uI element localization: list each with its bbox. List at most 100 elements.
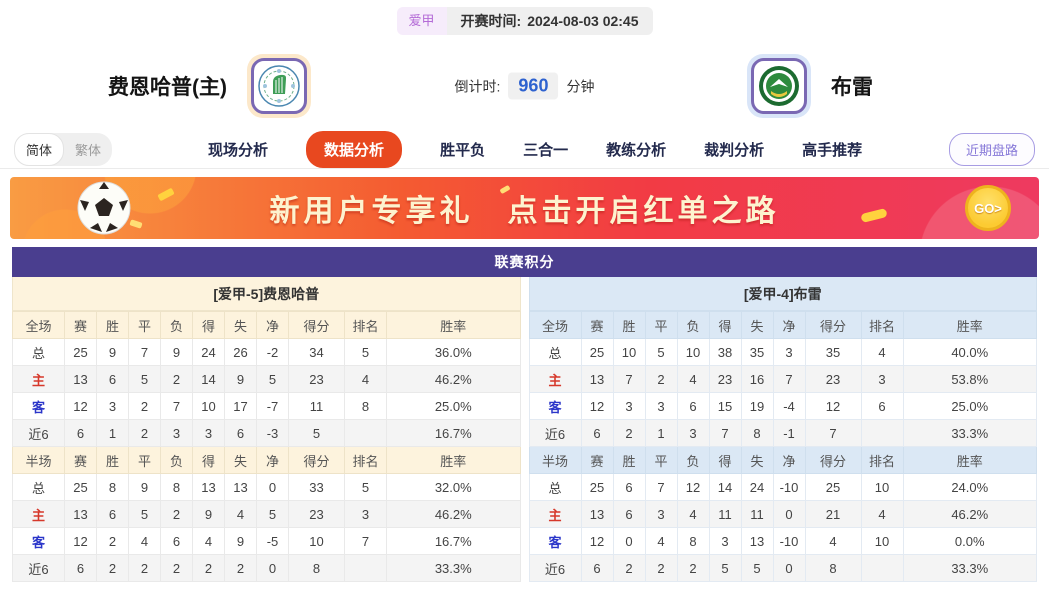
stat-cell: 5 <box>256 365 289 393</box>
row-label: 近6 <box>12 554 65 582</box>
stat-cell: 21 <box>804 500 862 528</box>
stat-cell: 0 <box>772 554 806 582</box>
stat-cell: 4 <box>860 338 904 366</box>
stat-cell: 32.0% <box>386 473 521 501</box>
stats-row: 主 13 6 5 2 14 9 5 23 4 46.2% <box>12 365 521 393</box>
stat-cell: 0 <box>612 527 646 555</box>
stat-cell: 4 <box>644 527 678 555</box>
stat-cell: 13 <box>64 365 97 393</box>
stat-cell: 7 <box>612 365 646 393</box>
column-header-row: 半场赛胜平负得失净得分 排名 胜率 <box>528 446 1037 474</box>
stat-cell: 19 <box>740 392 774 420</box>
stat-cell: 40.0% <box>902 338 1037 366</box>
stat-cell: 4 <box>676 500 710 528</box>
go-button[interactable]: GO> <box>965 185 1011 231</box>
stat-cell: 33.3% <box>386 554 521 582</box>
recent-odds-button[interactable]: 近期盘路 <box>948 132 1035 166</box>
stat-cell: -1 <box>772 419 806 447</box>
stat-cell: 3 <box>96 392 129 420</box>
column-header: 胜率 <box>902 311 1037 339</box>
column-header: 得 <box>192 311 225 339</box>
column-header: 净 <box>772 446 806 474</box>
stat-cell: 5 <box>128 365 161 393</box>
tab-2[interactable]: 胜平负 <box>440 141 486 159</box>
stats-row: 近6 6 1 2 3 3 6 -3 5 16.7% <box>12 419 521 447</box>
stats-row: 近6 6 2 1 3 7 8 -1 7 33.3% <box>528 419 1037 447</box>
column-header: 胜率 <box>386 446 521 474</box>
stat-cell: 33.3% <box>902 554 1037 582</box>
column-header: 胜率 <box>902 446 1037 474</box>
stat-cell: 5 <box>128 500 161 528</box>
tab-3[interactable]: 三合一 <box>523 141 569 159</box>
stat-cell: 16 <box>740 365 774 393</box>
stats-row: 客 12 2 4 6 4 9 -5 10 7 16.7% <box>12 527 521 555</box>
column-header: 胜 <box>96 446 129 474</box>
tab-5[interactable]: 裁判分析 <box>704 141 765 159</box>
stat-cell: 3 <box>160 419 193 447</box>
stats-row: 客 12 3 2 7 10 17 -7 11 8 25.0% <box>12 392 521 420</box>
home-stats-table: 全场赛胜平负得失净得分 排名 胜率总 25 9 7 9 24 26 -2 34 5 36.0% 主 13 6 5… <box>12 311 521 582</box>
column-header: 失 <box>224 311 257 339</box>
tab-1[interactable]: 数据分析 <box>306 130 403 168</box>
stat-cell: 12 <box>676 473 710 501</box>
stat-cell: 6 <box>160 527 193 555</box>
stat-cell: 11 <box>740 500 774 528</box>
table-title: 联赛积分 <box>12 247 1037 277</box>
stat-cell: 23 <box>708 365 742 393</box>
column-header: 净 <box>772 311 806 339</box>
tab-4[interactable]: 教练分析 <box>606 141 667 159</box>
stat-cell: 25 <box>580 338 614 366</box>
lang-simplified[interactable]: 简体 <box>14 132 65 166</box>
stat-cell: 8 <box>344 392 387 420</box>
stat-cell: 9 <box>96 338 129 366</box>
stat-cell: 2 <box>96 527 129 555</box>
column-header: 失 <box>740 446 774 474</box>
stat-cell: 2 <box>644 554 678 582</box>
row-label: 近6 <box>12 419 65 447</box>
column-header: 全场 <box>528 311 582 339</box>
countdown-unit: 分钟 <box>566 78 595 94</box>
stat-cell: 53.8% <box>902 365 1037 393</box>
stat-cell: 0 <box>256 554 289 582</box>
column-header: 失 <box>224 446 257 474</box>
column-header-row: 半场赛胜平负得失净得分 排名 胜率 <box>12 446 521 474</box>
stat-cell: 10 <box>192 392 225 420</box>
stat-cell: 6 <box>96 365 129 393</box>
stat-cell: 8 <box>288 554 345 582</box>
stat-cell: 6 <box>580 419 614 447</box>
stat-cell: -4 <box>772 392 806 420</box>
stat-cell: 4 <box>860 500 904 528</box>
stat-cell: 3 <box>612 392 646 420</box>
nav-bar: 简体 繁体 现场分析 数据分析 胜平负 三合一 教练分析 裁判分析 高手推荐 近期盘路 <box>0 130 1049 169</box>
countdown: 倒计时: 960 分钟 <box>455 72 595 100</box>
language-toggle[interactable]: 简体 繁体 <box>14 132 113 166</box>
tab-0[interactable]: 现场分析 <box>208 141 269 159</box>
away-team-block: 布雷 <box>747 54 873 118</box>
stat-cell: 33 <box>288 473 345 501</box>
column-header: 半场 <box>12 446 65 474</box>
stat-cell: 13 <box>64 500 97 528</box>
stat-cell: 23 <box>804 365 862 393</box>
stat-cell: 2 <box>192 554 225 582</box>
tab-6[interactable]: 高手推荐 <box>802 141 863 159</box>
stat-cell: 7 <box>644 473 678 501</box>
column-header: 平 <box>128 311 161 339</box>
stat-cell: 8 <box>740 419 774 447</box>
stat-cell: 13 <box>192 473 225 501</box>
stat-cell: 7 <box>344 527 387 555</box>
stat-cell: 2 <box>128 554 161 582</box>
promo-banner[interactable]: 新用户专享礼 点击开启红单之路 GO> <box>10 177 1039 239</box>
stat-cell: -10 <box>772 473 806 501</box>
match-info-pill: 爱甲 开赛时间: 2024-08-03 02:45 <box>396 7 653 35</box>
stat-cell <box>860 419 904 447</box>
column-header-row: 全场赛胜平负得失净得分 排名 胜率 <box>528 311 1037 339</box>
row-label: 总 <box>528 473 582 501</box>
stat-cell: 3 <box>192 419 225 447</box>
away-stats-table: 全场赛胜平负得失净得分 排名 胜率总 25 10 5 10 38 35 3 35 4 40.0% 主 13 7… <box>528 311 1038 582</box>
lang-traditional[interactable]: 繁体 <box>75 142 102 158</box>
stat-cell: 10 <box>612 338 646 366</box>
column-header: 失 <box>740 311 774 339</box>
stat-cell: 25.0% <box>902 392 1037 420</box>
stat-cell: 6 <box>96 500 129 528</box>
stat-cell: 13 <box>580 500 614 528</box>
